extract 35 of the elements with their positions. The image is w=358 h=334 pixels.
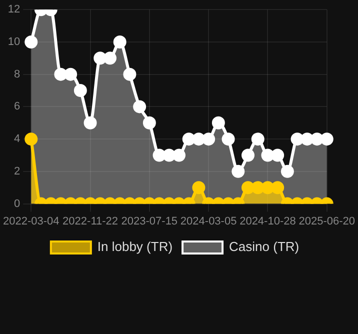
point (84, 116, 97, 130)
point (202, 132, 216, 146)
y-tick-label: 2 (14, 165, 20, 178)
point (162, 148, 176, 162)
legend-label: In lobby (TR) (97, 239, 173, 254)
point (142, 116, 156, 130)
point (271, 148, 284, 162)
point (251, 132, 264, 146)
point (192, 132, 206, 146)
legend-label: Casino (TR) (229, 239, 300, 254)
point (74, 84, 87, 98)
y-tick-label: 12 (8, 4, 20, 16)
point (133, 100, 146, 114)
point (320, 132, 334, 146)
x-tick-label: 2025-06-20 (298, 215, 356, 228)
y-tick-label: 6 (14, 100, 20, 113)
y-tick-label: 0 (14, 198, 20, 210)
y-tick-label: 4 (14, 133, 20, 146)
point (310, 132, 324, 146)
x-tick-label: 2022-11-22 (62, 215, 118, 228)
point (222, 132, 235, 146)
point (212, 116, 225, 130)
point (261, 148, 274, 162)
y-tick-label: 8 (14, 68, 20, 80)
point (300, 132, 314, 146)
x-tick-label: 2024-10-28 (240, 215, 296, 228)
point (242, 148, 255, 162)
x-tick-label: 2022-03-04 (2, 215, 60, 228)
x-tick-label: 2024-03-05 (180, 215, 237, 228)
point (152, 148, 166, 162)
point (182, 132, 196, 146)
point (172, 148, 186, 162)
x-tick-label: 2023-07-15 (121, 215, 178, 228)
point (290, 132, 304, 146)
y-tick-label: 10 (8, 36, 20, 48)
